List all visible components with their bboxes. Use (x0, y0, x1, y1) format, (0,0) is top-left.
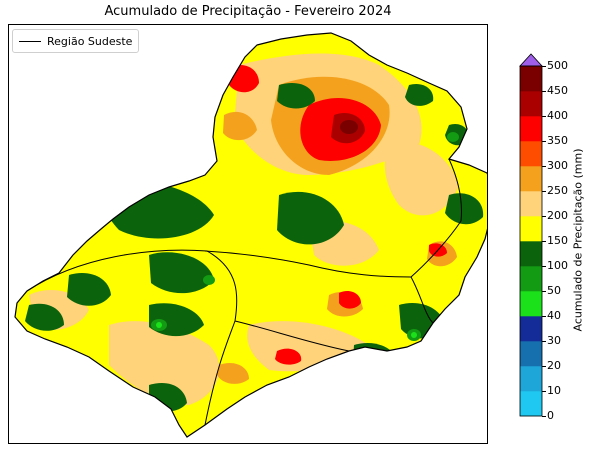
colorbar-extend-arrow (519, 53, 543, 67)
colorbar-tick-mark (542, 340, 546, 342)
colorbar-tick-mark (542, 215, 546, 217)
colorbar-tick-label: 150 (547, 234, 568, 247)
colorbar-segment (520, 166, 542, 192)
colorbar-segment (520, 341, 542, 367)
colorbar-segment (520, 66, 542, 92)
colorbar-tick-mark (542, 190, 546, 192)
colorbar-tick-label: 40 (547, 309, 561, 322)
colorbar-tick-label: 450 (547, 84, 568, 97)
state-borders (26, 158, 462, 426)
precipitation-map (14, 32, 487, 438)
colorbar-segment (520, 191, 542, 217)
colorbar-tick-mark (542, 165, 546, 167)
colorbar-tick-mark (542, 315, 546, 317)
colorbar-tick-label: 20 (547, 359, 561, 372)
colorbar-tick-label: 300 (547, 159, 568, 172)
colorbar-tick-label: 30 (547, 334, 561, 347)
colorbar-tick-label: 250 (547, 184, 568, 197)
legend-line-swatch (19, 40, 41, 42)
colorbar-tick-label: 10 (547, 384, 561, 397)
colorbar-tick-mark (542, 265, 546, 267)
colorbar-tick-label: 100 (547, 259, 568, 272)
map-title: Acumulado de Precipitação - Fevereiro 20… (104, 4, 392, 19)
colorbar-tick-label: 50 (547, 284, 561, 297)
colorbar-segment (520, 116, 542, 142)
colorbar-tick-mark (542, 115, 546, 117)
colorbar (519, 53, 543, 417)
colorbar-tick-label: 350 (547, 134, 568, 147)
colorbar-segment (520, 141, 542, 167)
colorbar-tick-mark (542, 365, 546, 367)
colorbar-segment (520, 91, 542, 117)
colorbar-segment (520, 391, 542, 417)
colorbar-tick-mark (542, 240, 546, 242)
colorbar-segment (520, 366, 542, 392)
map-panel (8, 24, 488, 444)
colorbar-tick-label: 0 (547, 409, 554, 422)
colorbar-label: Acumulado de Precipitação (mm) (571, 148, 585, 332)
colorbar-tick-mark (542, 415, 546, 417)
map-legend: Região Sudeste (12, 29, 140, 53)
legend-label: Região Sudeste (47, 34, 133, 48)
colorbar-tick-label: 400 (547, 109, 568, 122)
colorbar-tick-mark (542, 140, 546, 142)
colorbar-tick-mark (542, 390, 546, 392)
colorbar-tick-label: 500 (547, 59, 568, 72)
colorbar-tick-mark (542, 90, 546, 92)
colorbar-tick-mark (542, 65, 546, 67)
colorbar-segment (520, 241, 542, 267)
colorbar-segment (520, 216, 542, 242)
colorbar-segment (520, 266, 542, 292)
colorbar-segment (520, 316, 542, 342)
colorbar-segment (520, 291, 542, 317)
colorbar-tick-label: 200 (547, 209, 568, 222)
colorbar-tick-mark (542, 290, 546, 292)
